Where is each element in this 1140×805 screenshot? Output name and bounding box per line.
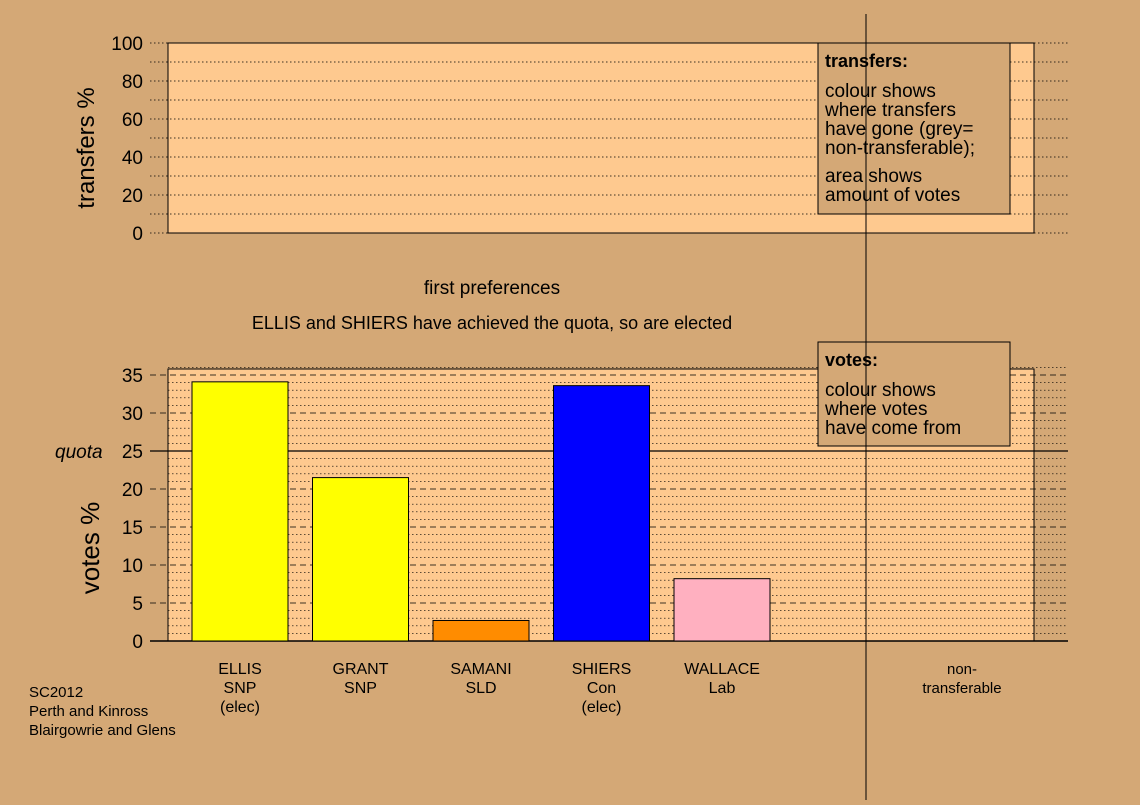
candidate-label: SHIERS — [572, 661, 632, 678]
votes-tick-label: 30 — [122, 404, 143, 425]
votes-tick-label: 10 — [122, 556, 143, 577]
bar-wallace — [673, 578, 771, 642]
votes-tick-label: 35 — [122, 366, 143, 387]
candidate-label: (elec) — [220, 699, 260, 716]
footer-line: Blairgowrie and Glens — [29, 722, 176, 739]
quota-label: quota — [55, 442, 103, 463]
transfers-tick-label: 20 — [122, 186, 143, 207]
nontransferable-label: non- — [947, 661, 977, 678]
bar-grant — [312, 477, 409, 642]
bar-shiers — [553, 385, 650, 642]
votes-note-title: votes: — [825, 350, 878, 370]
bar-samani — [432, 619, 530, 642]
candidate-label: Lab — [709, 680, 736, 697]
transfers-note-box — [817, 42, 1011, 215]
transfers-tick-label: 0 — [132, 224, 143, 245]
stage-title: first preferences — [424, 278, 560, 299]
votes-tick-label: 5 — [132, 594, 143, 615]
candidate-label: SAMANI — [450, 661, 511, 678]
votes-tick-label: 25 — [122, 442, 143, 463]
votes-tick-label: 20 — [122, 480, 143, 501]
footer-line: Perth and Kinross — [29, 703, 148, 720]
transfers-tick-label: 40 — [122, 148, 143, 169]
transfers-tick-label: 80 — [122, 72, 143, 93]
votes-axis-label: votes % — [75, 502, 105, 595]
transfers-note-line: amount of votes — [825, 185, 960, 206]
votes-panel: quota 0 5 10 15 20 25 30 35 votes % ELLIS SNP (elec)… — [55, 341, 1068, 716]
transfers-panel: 0 20 40 60 80 100 transfers % transfers: colour … — [73, 34, 1068, 245]
candidate-label: SNP — [224, 680, 257, 697]
candidate-label: SNP — [344, 680, 377, 697]
candidate-label: Con — [587, 680, 616, 697]
transfers-axis-label: transfers % — [73, 87, 100, 208]
candidate-label: (elec) — [581, 699, 621, 716]
votes-tick-label: 15 — [122, 518, 143, 539]
candidate-label: SLD — [465, 680, 496, 697]
votes-tick-label: 0 — [132, 632, 143, 653]
votes-note-box — [817, 341, 1011, 447]
bar-ellis — [191, 381, 289, 642]
votes-note-line: where votes — [824, 399, 927, 420]
transfers-tick-label: 60 — [122, 110, 143, 131]
transfers-tick-label: 100 — [111, 34, 143, 55]
votes-note-line: colour shows — [825, 380, 936, 401]
candidate-label: WALLACE — [684, 661, 760, 678]
nontransferable-label: transferable — [922, 680, 1001, 697]
transfers-note-line: where transfers — [824, 100, 956, 121]
transfers-note-line: area shows — [825, 166, 922, 187]
votes-note-line: have come from — [825, 418, 961, 439]
transfers-note-line: non-transferable); — [825, 138, 975, 159]
candidate-label: GRANT — [333, 661, 389, 678]
transfers-note-line: have gone (grey= — [825, 119, 973, 140]
footer-line: SC2012 — [29, 684, 83, 701]
candidate-label: ELLIS — [218, 661, 262, 678]
status-text: ELLIS and SHIERS have achieved the quota… — [252, 313, 732, 333]
transfers-note-line: colour shows — [825, 81, 936, 102]
transfers-note-title: transfers: — [825, 51, 908, 71]
footer-info: SC2012 Perth and Kinross Blairgowrie and G… — [29, 684, 176, 739]
